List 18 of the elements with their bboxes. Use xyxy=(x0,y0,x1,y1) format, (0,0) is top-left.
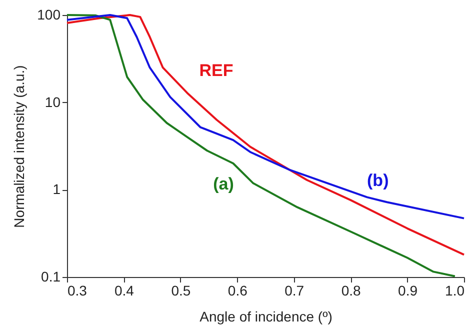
series-label: REF xyxy=(199,60,234,80)
x-tick-label: 0.4 xyxy=(114,282,134,298)
y-axis-title: Normalized intensity (a.u.) xyxy=(11,65,28,228)
x-axis-title: Angle of incidence (º) xyxy=(200,308,332,324)
x-tick-label: 1.0 xyxy=(445,282,465,298)
y-tick-label: 1 xyxy=(52,181,61,198)
x-tick-label: 0.3 xyxy=(68,282,88,298)
line-series xyxy=(66,14,465,220)
series-label: (a) xyxy=(213,174,234,194)
y-tick-label: 0.1 xyxy=(41,268,61,284)
x-tick-label: 0.6 xyxy=(228,282,248,298)
y-tick-label: 100 xyxy=(37,6,61,22)
x-tick-label: 0.7 xyxy=(284,282,304,298)
x-tick-label: 0.5 xyxy=(171,282,191,298)
series-label: (b) xyxy=(367,171,389,190)
y-tick-label: 10 xyxy=(44,94,61,110)
x-tick-label: 0.9 xyxy=(398,282,418,298)
x-tick-label: 0.8 xyxy=(341,282,362,298)
